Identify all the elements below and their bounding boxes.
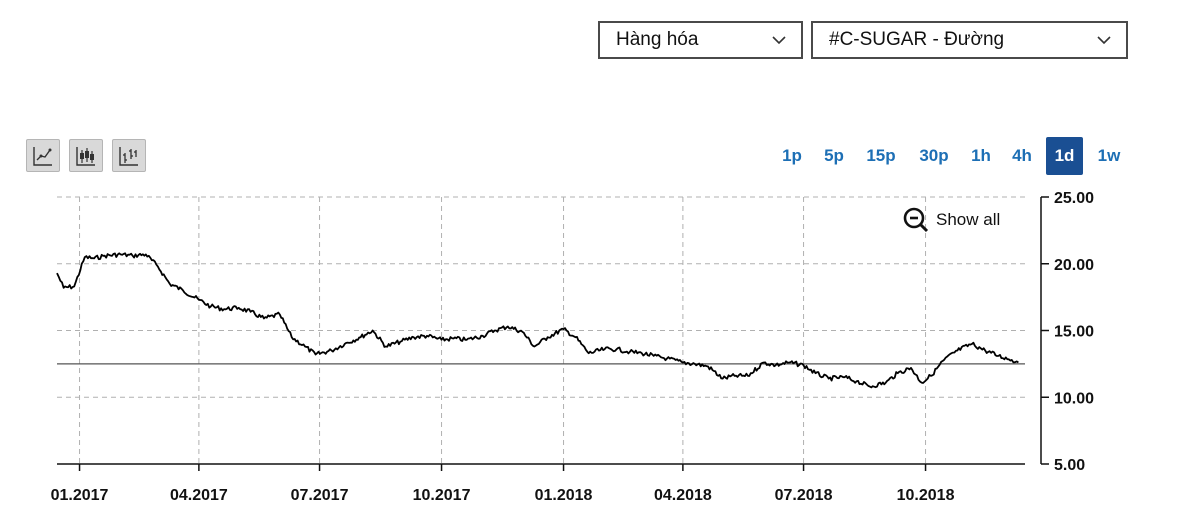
show-all-label: Show all [936,210,1001,229]
timeframe-1w[interactable]: 1w [1097,146,1121,165]
category-select-value: Hàng hóa [616,29,699,50]
price-series-line [56,252,1019,389]
category-select[interactable]: Hàng hóa [598,21,803,59]
candlestick-icon [76,147,95,166]
timeframe-30p[interactable]: 30p [919,146,949,165]
zoom-out-icon [903,207,929,233]
ohlc-chart-button[interactable] [112,139,146,172]
x-tick-label: 01.2017 [51,487,109,504]
x-tick-label: 04.2018 [654,487,712,504]
x-tick-label: 10.2017 [413,487,471,504]
timeframe-5p[interactable]: 5p [824,146,844,165]
timeframe-1h[interactable]: 1h [971,146,991,165]
timeframe-1d[interactable]: 1d [1046,137,1083,175]
chevron-down-icon [772,36,786,45]
y-tick-label: 5.00 [1054,457,1085,474]
chevron-down-icon [1097,36,1111,45]
x-tick-label: 07.2017 [291,487,349,504]
x-tick-label: 10.2018 [897,487,955,504]
y-tick-label: 15.00 [1054,324,1094,341]
show-all-button[interactable]: Show all [902,205,1000,235]
timeframe-4h[interactable]: 4h [1012,146,1032,165]
timeframe-15p[interactable]: 15p [866,146,896,165]
symbol-select-value: #C-SUGAR - Đường [829,29,1005,50]
symbol-select[interactable]: #C-SUGAR - Đường [811,21,1128,59]
ohlc-bars-icon [119,147,138,166]
candlestick-chart-button[interactable] [69,139,103,172]
timeframe-1p[interactable]: 1p [782,146,802,165]
x-tick-label: 07.2018 [775,487,833,504]
line-chart-button[interactable] [26,139,60,172]
line-chart-icon [33,147,52,166]
y-tick-label: 25.00 [1054,190,1094,207]
x-tick-label: 01.2018 [535,487,593,504]
x-tick-label: 04.2017 [170,487,228,504]
y-tick-label: 20.00 [1054,257,1094,274]
y-tick-label: 10.00 [1054,390,1094,407]
